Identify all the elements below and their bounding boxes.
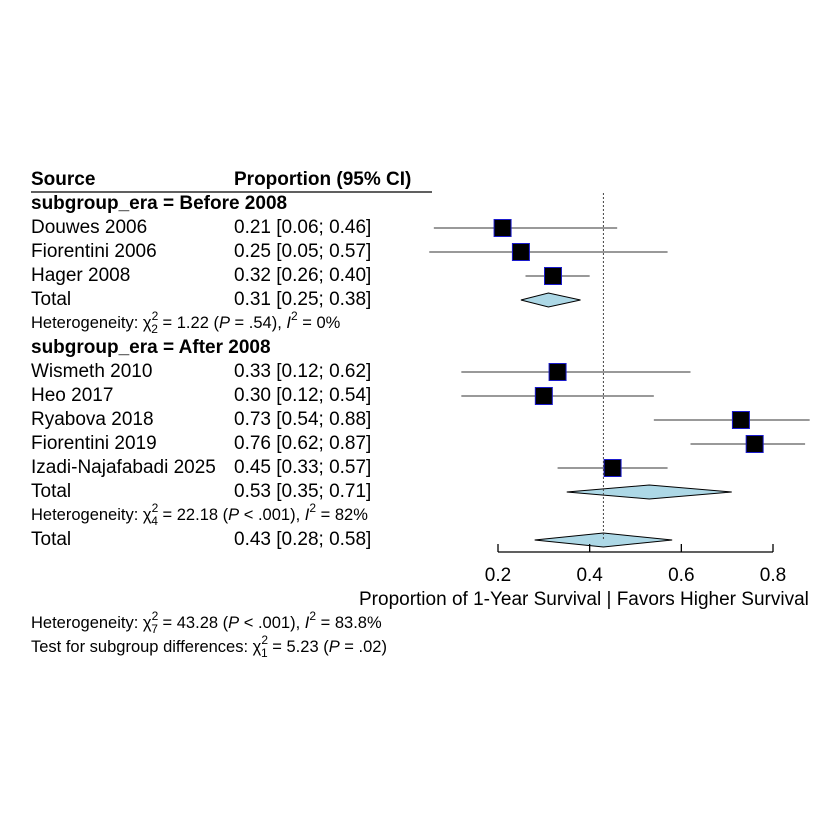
- study-source: Fiorentini 2019: [31, 433, 157, 454]
- overall-heterogeneity: Heterogeneity: χ2 7 = 43.28 (P < .001), I…: [31, 609, 382, 636]
- chi-superscript: 2: [152, 309, 159, 323]
- subgroup-total-ci-text: 0.31 [0.25; 0.38]: [234, 289, 371, 310]
- subgroup-heterogeneity: Heterogeneity: χ2 4 = 22.18 (P < .001), I…: [31, 501, 368, 528]
- study-square: [511, 243, 530, 261]
- chi-subscript: 1: [261, 646, 268, 660]
- study-source: Heo 2017: [31, 385, 113, 406]
- study-square: [731, 411, 750, 429]
- x-tick-label: 0.8: [760, 565, 786, 586]
- p-letter: P: [228, 614, 239, 632]
- overall-total-label: Total: [31, 529, 71, 550]
- subgroup-title: subgroup_era = Before 2008: [31, 193, 287, 214]
- study-source: Hager 2008: [31, 265, 130, 286]
- study-square: [544, 267, 562, 285]
- chi-value: = 1.22 (: [158, 314, 220, 332]
- subgroup-title: subgroup_era = After 2008: [31, 337, 271, 358]
- chi-symbol: χ: [253, 638, 262, 656]
- study-ci-text: 0.33 [0.12; 0.62]: [234, 361, 371, 382]
- study-ci-text: 0.32 [0.26; 0.40]: [234, 265, 371, 286]
- study-square: [548, 363, 567, 381]
- i-superscript: 2: [291, 309, 298, 323]
- chi-value: = 5.23 (: [268, 638, 330, 656]
- i-letter: I: [305, 506, 310, 524]
- study-square: [493, 219, 512, 237]
- i-letter: I: [305, 614, 310, 632]
- x-tick-label: 0.6: [668, 565, 694, 586]
- chi-symbol: χ: [143, 506, 152, 524]
- study-ci-text: 0.73 [0.54; 0.88]: [234, 409, 371, 430]
- study-source: Fiorentini 2006: [31, 241, 157, 262]
- i-letter: I: [286, 314, 291, 332]
- x-tick-label: 0.4: [576, 565, 603, 586]
- subgroup-total-label: Total: [31, 289, 71, 310]
- study-source: Wismeth 2010: [31, 361, 152, 382]
- subgroup-diamond: [520, 292, 581, 308]
- i-value: = 0%: [298, 314, 341, 332]
- p-letter: P: [228, 506, 239, 524]
- chi-subscript: 4: [151, 514, 158, 528]
- p-value: = .54),: [230, 314, 286, 332]
- chi-subscript: 7: [151, 622, 158, 636]
- p-letter: P: [329, 638, 340, 656]
- i-superscript: 2: [309, 501, 316, 515]
- study-square: [534, 387, 553, 405]
- chi-superscript: 2: [261, 633, 268, 647]
- study-ci-text: 0.45 [0.33; 0.57]: [234, 457, 371, 478]
- overall-total-ci-text: 0.43 [0.28; 0.58]: [234, 529, 371, 550]
- header-source: Source: [31, 169, 95, 190]
- i-superscript: 2: [309, 609, 316, 623]
- x-tick-label: 0.2: [485, 565, 511, 586]
- p-value: < .001),: [239, 506, 305, 524]
- study-square: [745, 435, 764, 453]
- study-source: Ryabova 2018: [31, 409, 154, 430]
- x-axis-label: Proportion of 1-Year Survival | Favors H…: [359, 589, 809, 610]
- chi-subscript: 2: [151, 322, 158, 336]
- chi-value: = 43.28 (: [158, 614, 229, 632]
- chi-value: = 22.18 (: [158, 506, 229, 524]
- study-ci-text: 0.76 [0.62; 0.87]: [234, 433, 371, 454]
- subgroup-total-label: Total: [31, 481, 71, 502]
- study-ci-text: 0.30 [0.12; 0.54]: [234, 385, 371, 406]
- het-prefix: Test for subgroup differences:: [31, 638, 253, 656]
- subgroup-diamond: [566, 484, 732, 500]
- study-ci-text: 0.21 [0.06; 0.46]: [234, 217, 371, 238]
- subgroup-total-ci-text: 0.53 [0.35; 0.71]: [234, 481, 371, 502]
- chi-symbol: χ: [143, 314, 152, 332]
- het-prefix: Heterogeneity:: [31, 506, 143, 524]
- p-value: < .001),: [239, 614, 305, 632]
- p-value: = .02): [340, 638, 387, 656]
- subgroup-difference-test: Test for subgroup differences: χ2 1 = 5.2…: [31, 633, 387, 660]
- chi-superscript: 2: [152, 501, 159, 515]
- p-letter: P: [219, 314, 230, 332]
- study-square: [603, 459, 622, 477]
- header-estimate: Proportion (95% CI): [234, 169, 411, 190]
- subgroup-heterogeneity: Heterogeneity: χ2 2 = 1.22 (P = .54), I2 …: [31, 309, 341, 336]
- i-value: = 83.8%: [316, 614, 382, 632]
- study-source: Izadi-Najafabadi 2025: [31, 457, 216, 478]
- overall-diamond: [534, 532, 673, 548]
- het-prefix: Heterogeneity:: [31, 614, 143, 632]
- study-ci-text: 0.25 [0.05; 0.57]: [234, 241, 371, 262]
- i-value: = 82%: [316, 506, 368, 524]
- study-source: Douwes 2006: [31, 217, 147, 238]
- chi-symbol: χ: [143, 614, 152, 632]
- het-prefix: Heterogeneity:: [31, 314, 143, 332]
- chi-superscript: 2: [152, 609, 159, 623]
